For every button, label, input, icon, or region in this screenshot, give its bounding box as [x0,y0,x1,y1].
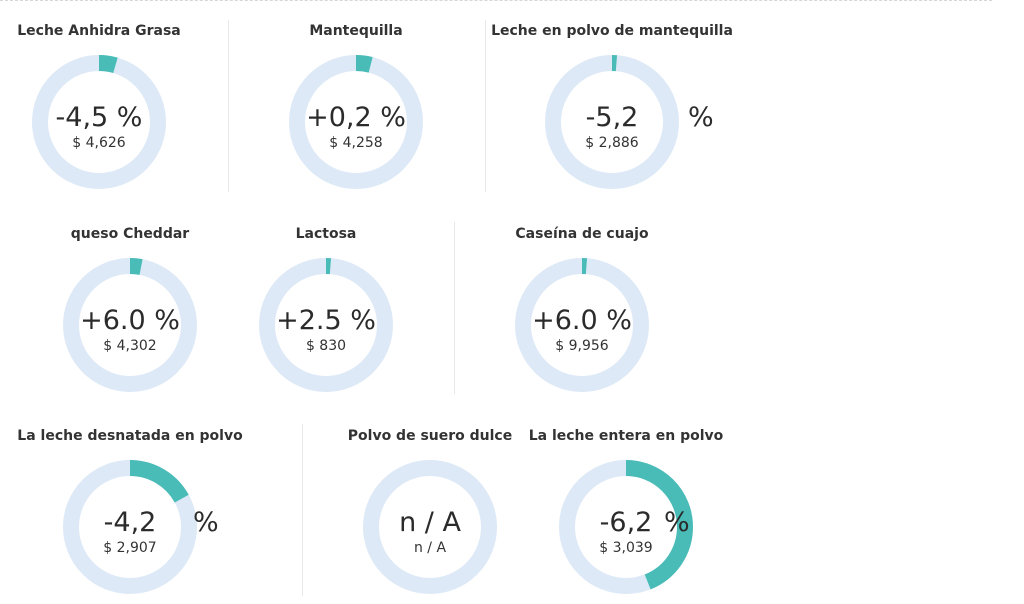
donut-svg [545,55,679,189]
donut-svg [289,55,423,189]
donut-ring [62,459,198,595]
percent-sign: % [193,507,219,538]
change-value: -4,5 % [55,102,143,133]
column-divider [302,424,303,596]
column-divider [228,20,229,192]
donut-svg [515,258,649,392]
ring-value-arc [559,460,693,594]
column-divider [485,20,486,192]
change-value: +0,2 % [306,102,406,133]
ring-value-arc [289,55,423,189]
chart-label: La leche entera en polvo [528,428,724,444]
change-value: -5,2 [585,102,639,133]
percent-sign: % [688,102,714,133]
donut-svg [63,460,197,594]
change-value: n / A [399,507,461,538]
price-value: $ 830 [305,338,347,354]
change-value: +6.0 % [532,305,632,336]
donut-svg [363,460,497,594]
ring-value-arc [515,258,649,392]
donut-ring [544,54,680,190]
chart-label: La leche desnatada en polvo [17,428,243,444]
price-value: $ 2,907 [103,540,157,556]
donut-svg [32,55,166,189]
donut-svg [259,258,393,392]
donut-svg [559,460,693,594]
change-value: +2.5 % [276,305,376,336]
ring-value-arc [32,55,166,189]
ring-value-arc [545,55,679,189]
change-value: +6.0 % [80,305,180,336]
chart-label: Leche en polvo de mantequilla [491,23,733,39]
donut-ring [514,257,650,393]
price-value: n / A [413,540,447,556]
ring-value-arc [63,460,197,594]
price-value: $ 4,302 [103,338,157,354]
donut-ring [258,257,394,393]
donut-svg [63,258,197,392]
chart-label: Polvo de suero dulce [347,428,513,444]
top-dashed-border [0,0,992,1]
ring-value-arc [259,258,393,392]
change-value: -6,2 [599,507,653,538]
donut-ring [558,459,694,595]
chart-label: Leche Anhidra Grasa [17,23,181,39]
price-value: $ 9,956 [555,338,609,354]
donut-ring [362,459,498,595]
donut-ring [31,54,167,190]
column-divider [454,222,455,394]
donut-ring [62,257,198,393]
percent-sign: % [664,507,690,538]
change-value: -4,2 [103,507,157,538]
chart-label: Lactosa [295,226,357,242]
chart-label: Caseína de cuajo [515,226,649,242]
ring-value-arc [63,258,197,392]
ring-track [363,460,497,594]
chart-label: queso Cheddar [70,226,190,242]
price-value: $ 4,626 [72,135,126,151]
donut-ring [288,54,424,190]
price-value: $ 3,039 [599,540,653,556]
price-value: $ 2,886 [585,135,639,151]
price-value: $ 4,258 [329,135,383,151]
chart-label: Mantequilla [309,23,403,39]
